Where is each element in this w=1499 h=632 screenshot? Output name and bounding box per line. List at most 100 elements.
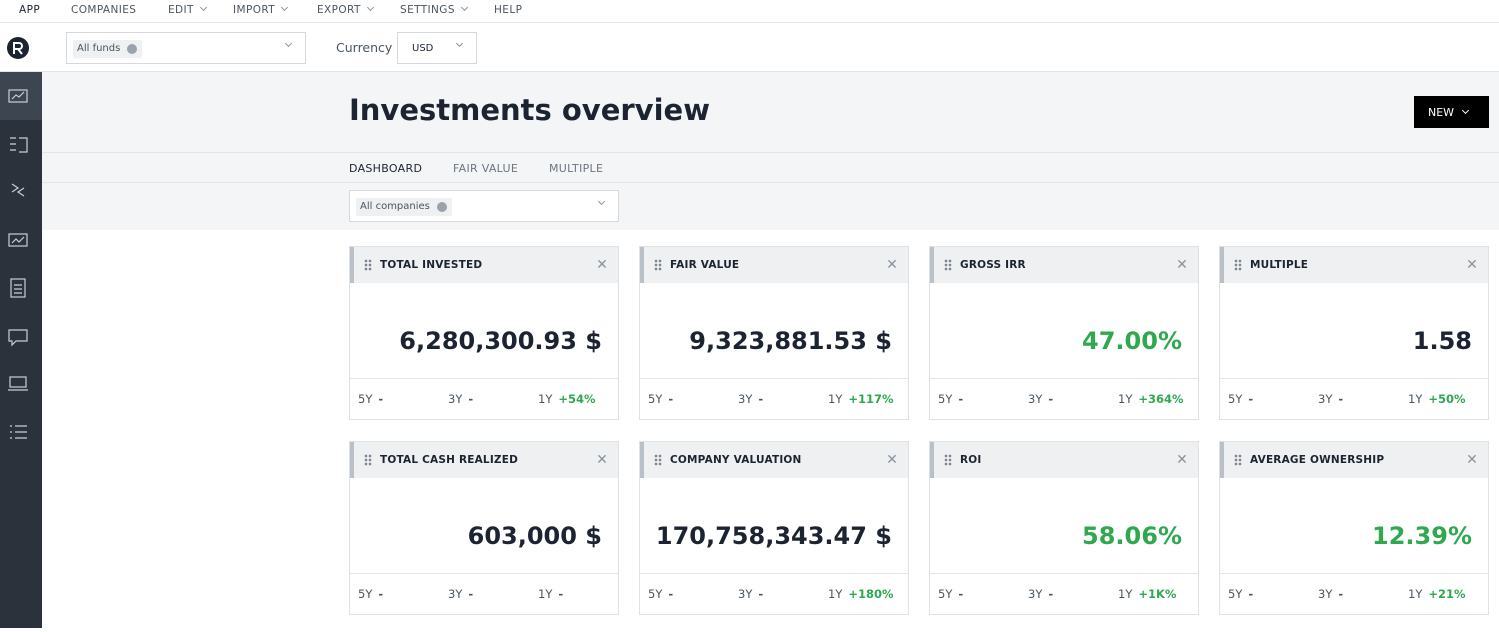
- period-label: 1Y: [1118, 392, 1133, 406]
- tab[interactable]: DASHBOARD: [349, 162, 423, 175]
- drag-handle[interactable]: [654, 259, 662, 271]
- drag-handle[interactable]: [654, 454, 662, 466]
- close-button[interactable]: ✕: [1176, 452, 1188, 468]
- period: 3Y -: [1028, 392, 1053, 406]
- period-label: 1Y: [1408, 587, 1423, 601]
- close-button[interactable]: ✕: [886, 257, 898, 273]
- period: 1Y +21%: [1408, 587, 1466, 601]
- period: 1Y +180%: [828, 587, 894, 601]
- card-value: 1.58: [1412, 327, 1472, 355]
- card-header: COMPANY VALUATION ✕: [640, 442, 908, 478]
- period: 3Y -: [1318, 587, 1343, 601]
- menu-item[interactable]: SETTINGS: [400, 3, 468, 16]
- close-button[interactable]: ✕: [886, 452, 898, 468]
- period: 5Y -: [648, 392, 673, 406]
- menu-item[interactable]: APP: [19, 4, 41, 16]
- period-label: 3Y: [448, 392, 463, 406]
- card-footer: 5Y -3Y -1Y -: [350, 574, 618, 614]
- kpi-card: ROI ✕ 58.06% 5Y -3Y -1Y +1K%: [929, 441, 1199, 615]
- period-label: 1Y: [1118, 587, 1133, 601]
- drag-handle[interactable]: [944, 454, 952, 466]
- period-change: +180%: [848, 587, 894, 601]
- card-title: TOTAL CASH REALIZED: [380, 454, 519, 466]
- period: 3Y -: [738, 587, 763, 601]
- card-title: MULTIPLE: [1250, 259, 1309, 271]
- menu-item[interactable]: EDIT: [168, 3, 207, 16]
- card-title: FAIR VALUE: [670, 259, 740, 271]
- close-button[interactable]: ✕: [1176, 257, 1188, 273]
- menu-label: SETTINGS: [400, 4, 455, 16]
- menu-item[interactable]: EXPORT: [317, 3, 374, 16]
- card-header: GROSS IRR ✕: [930, 247, 1198, 283]
- menu-item[interactable]: IMPORT: [233, 3, 289, 16]
- period-label: 3Y: [1318, 392, 1333, 406]
- period-change: -: [1048, 587, 1054, 601]
- card-body: 170,758,343.47 $: [640, 478, 908, 574]
- company-select[interactable]: All companies: [349, 190, 619, 222]
- period-label: 5Y: [358, 587, 373, 601]
- period-change: -: [378, 392, 384, 406]
- card-title: TOTAL INVESTED: [380, 259, 483, 271]
- menu-item[interactable]: HELP: [494, 4, 523, 16]
- button-label: NEW: [1428, 106, 1455, 119]
- period-label: 3Y: [1318, 587, 1333, 601]
- menu-label: EXPORT: [317, 4, 361, 16]
- period-label: 3Y: [1028, 587, 1043, 601]
- currency-select[interactable]: USD: [397, 32, 477, 64]
- drag-handle[interactable]: [1234, 454, 1242, 466]
- drag-handle[interactable]: [944, 259, 952, 271]
- card-footer: 5Y -3Y -1Y +364%: [930, 379, 1198, 419]
- new-button[interactable]: NEW: [1414, 96, 1489, 128]
- kpi-card: FAIR VALUE ✕ 9,323,881.53 $5Y -3Y -1Y +117%: [639, 246, 909, 420]
- drag-handle[interactable]: [364, 259, 372, 271]
- card-body: 9,323,881.53 $: [640, 283, 908, 379]
- period-label: 3Y: [1028, 392, 1043, 406]
- period-label: 3Y: [448, 587, 463, 601]
- tab[interactable]: MULTIPLE: [549, 162, 604, 175]
- card-footer: 5Y -3Y -1Y +117%: [640, 379, 908, 419]
- logo[interactable]: [6, 36, 30, 60]
- close-button[interactable]: ✕: [596, 452, 608, 468]
- period-label: 5Y: [648, 587, 663, 601]
- close-button[interactable]: ✕: [1466, 452, 1478, 468]
- close-button[interactable]: ✕: [1466, 257, 1478, 273]
- period: 5Y -: [938, 587, 963, 601]
- period: 3Y -: [1318, 392, 1343, 406]
- fund-chip: All funds: [73, 40, 143, 58]
- period-change: -: [758, 587, 764, 601]
- card-body: 6,280,300.93 $: [350, 283, 618, 379]
- tab[interactable]: FAIR VALUE: [453, 162, 519, 175]
- card-value: 170,758,343.47 $: [655, 522, 892, 550]
- chip-label: All companies: [360, 201, 430, 212]
- period-label: 1Y: [538, 587, 553, 601]
- card-header: MULTIPLE ✕: [1220, 247, 1488, 283]
- drag-handle[interactable]: [1234, 259, 1242, 271]
- company-chip: All companies: [356, 198, 452, 216]
- close-button[interactable]: ✕: [596, 257, 608, 273]
- card-footer: 5Y -3Y - 1Y +180%: [640, 574, 908, 614]
- period-change: -: [958, 392, 964, 406]
- period-label: 3Y: [738, 392, 753, 406]
- menu-bar: APP COMPANIES EDIT IMPORT EXPORT SETTING…: [0, 0, 1499, 23]
- card-footer: 5Y -3Y -1Y +21%: [1220, 574, 1488, 614]
- period-label: 1Y: [828, 587, 843, 601]
- page-header: Investments overview NEW DASHBOARD FAIR …: [42, 72, 1499, 230]
- period-label: 1Y: [828, 392, 843, 406]
- card-title: GROSS IRR: [960, 259, 1026, 271]
- kpi-card: TOTAL CASH REALIZED ✕ 603,000 $5Y -3Y -1Y -: [349, 441, 619, 615]
- period: 3Y -: [448, 587, 473, 601]
- card-value: 9,323,881.53 $: [689, 327, 892, 355]
- currency-label: Currency: [336, 40, 393, 55]
- period-change: -: [1048, 392, 1054, 406]
- period-label: 5Y: [938, 392, 953, 406]
- fund-select[interactable]: All funds: [66, 32, 306, 64]
- card-value: 47.00%: [1082, 327, 1182, 355]
- card-header: FAIR VALUE ✕: [640, 247, 908, 283]
- menu-item[interactable]: COMPANIES: [71, 4, 137, 16]
- card-body: 12.39%: [1220, 478, 1488, 574]
- period-change: -: [1338, 587, 1344, 601]
- drag-handle[interactable]: [364, 454, 372, 466]
- period-label: 5Y: [1228, 392, 1243, 406]
- period-change: -: [758, 392, 764, 406]
